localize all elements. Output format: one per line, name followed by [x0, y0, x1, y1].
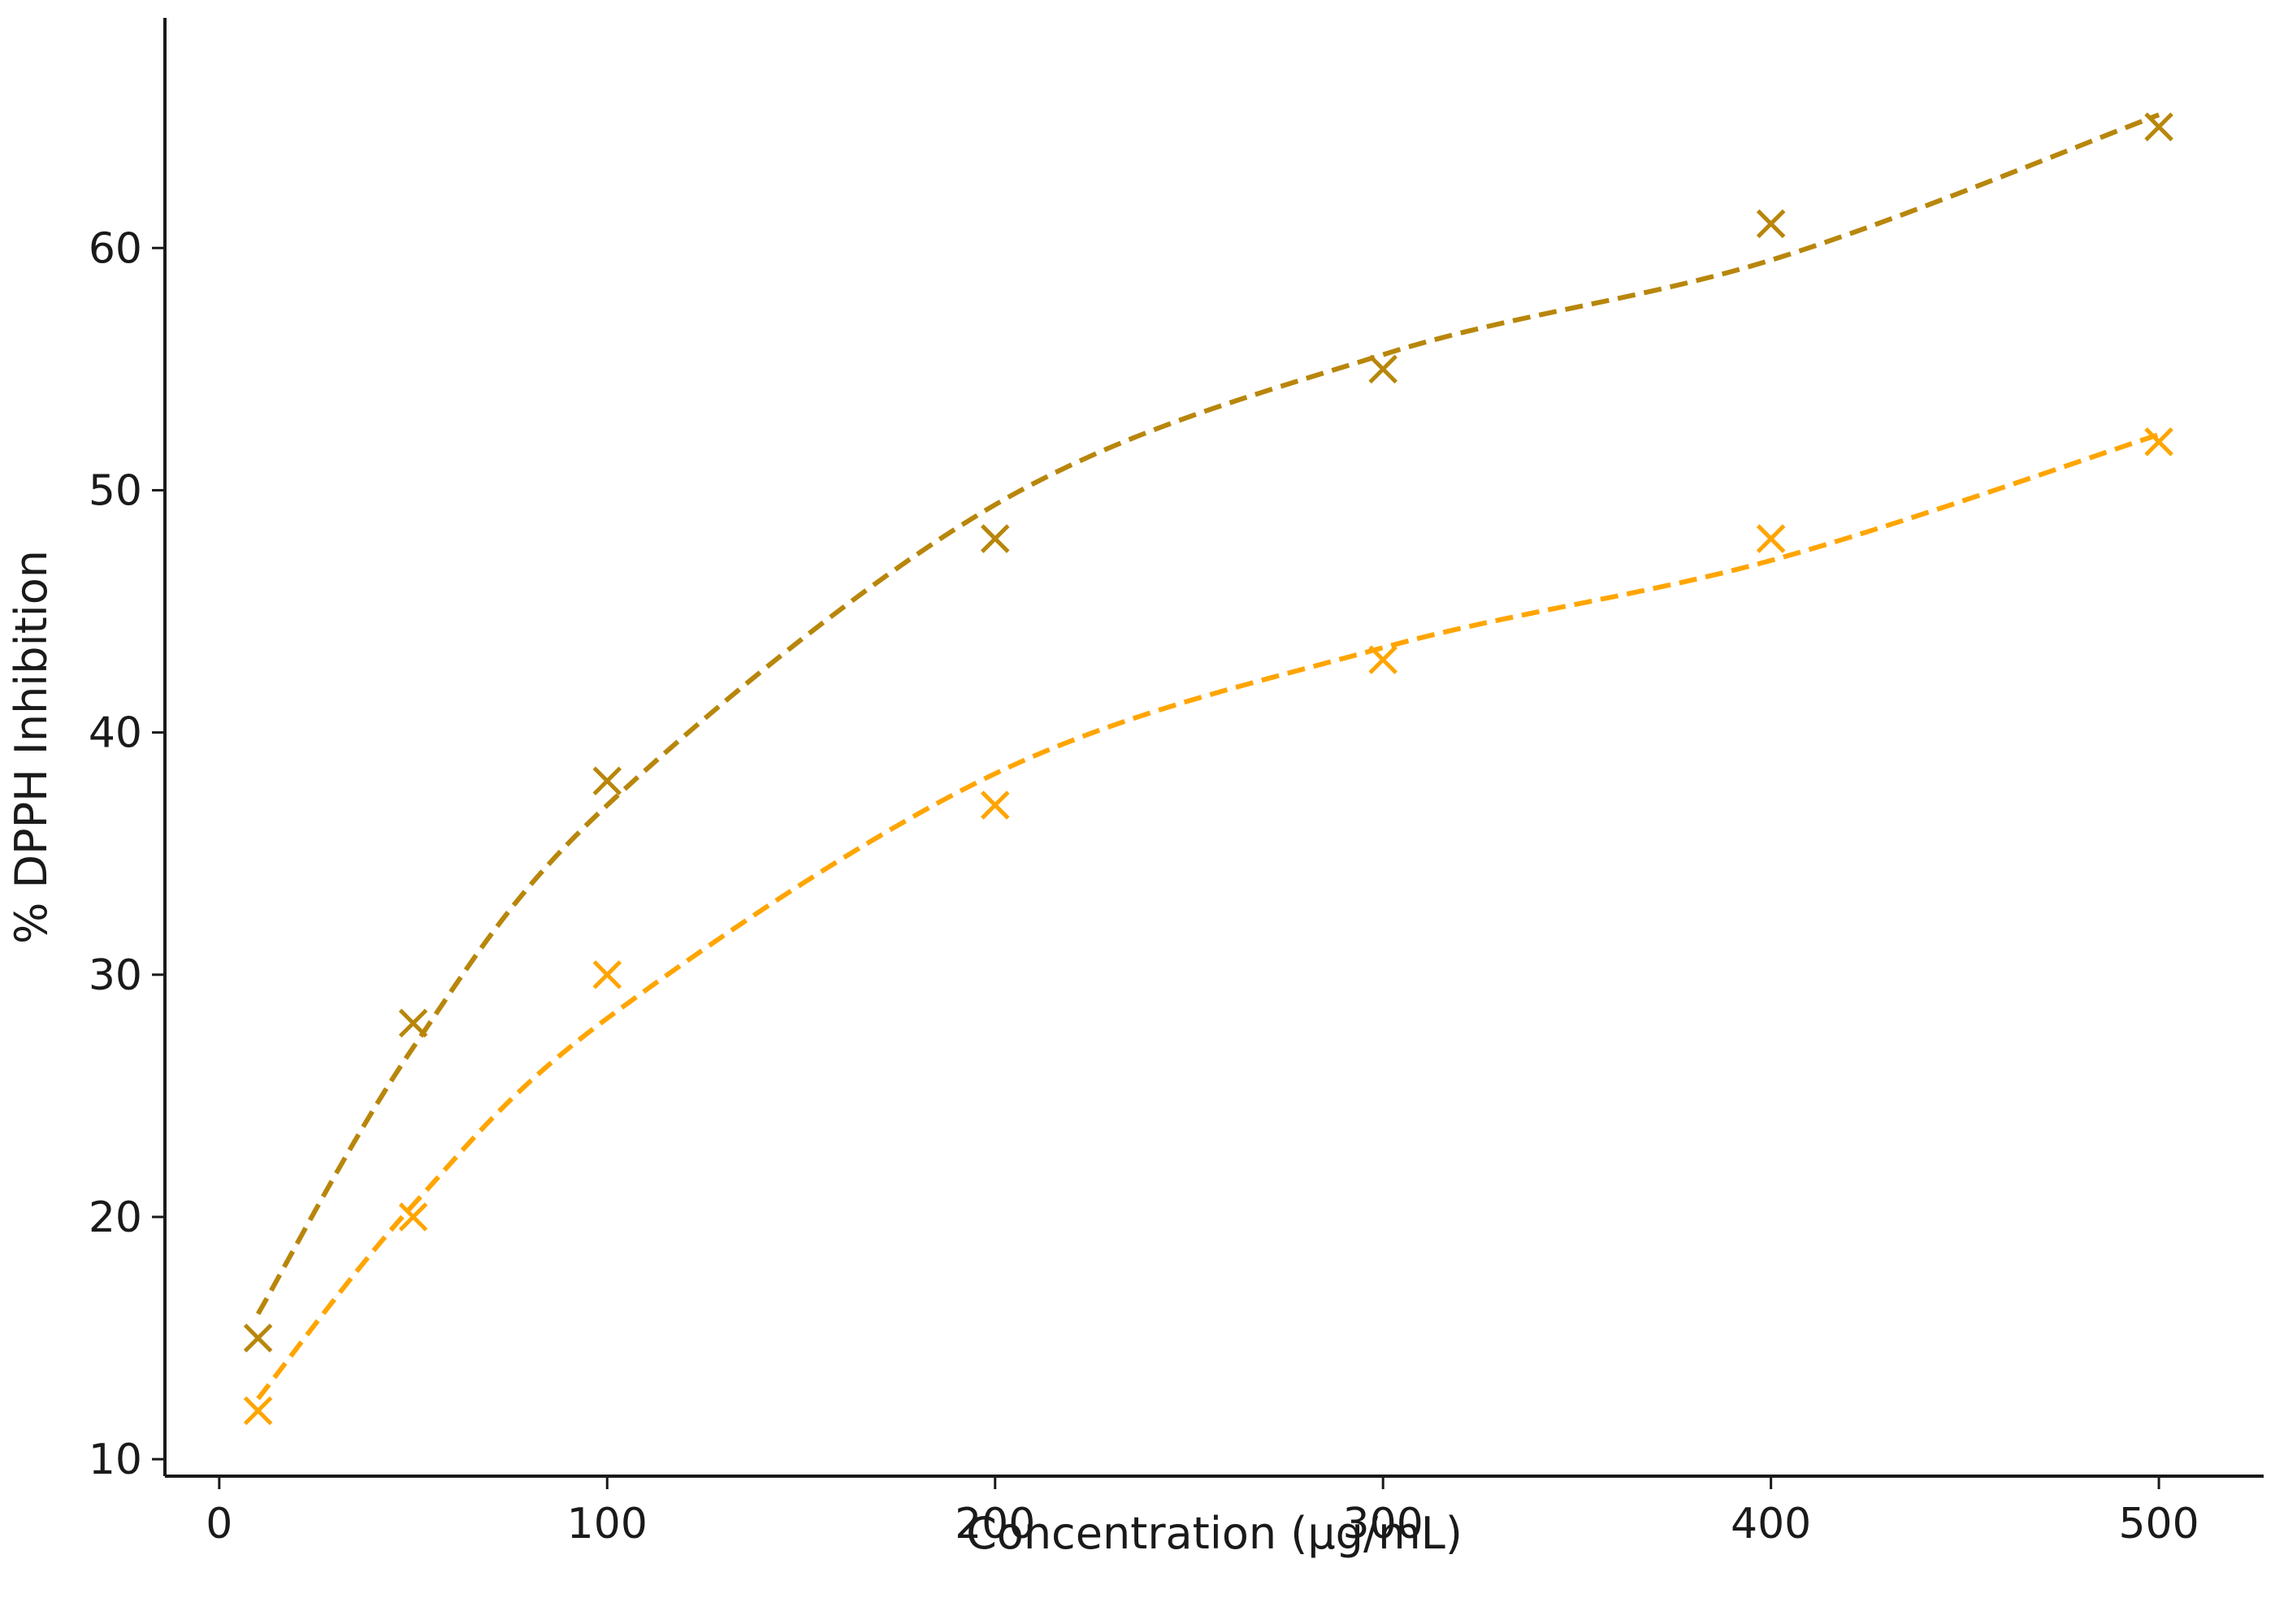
data-point-marker: [592, 960, 622, 990]
data-point-marker: [980, 790, 1010, 820]
x-tick-label: 100: [567, 1500, 648, 1548]
data-point-marker: [243, 1396, 273, 1426]
data-point-marker: [1756, 209, 1786, 239]
series-1: [243, 112, 2173, 1353]
data-point-marker: [1368, 354, 1398, 384]
x-tick-label: 0: [206, 1500, 232, 1548]
data-point-marker: [2144, 427, 2173, 457]
y-tick-label: 30: [89, 951, 142, 1000]
plot-area: [243, 112, 2173, 1426]
axes: [163, 18, 2264, 1478]
y-axis-ticks: 10 20 30 40 50 60: [89, 224, 165, 1484]
data-point-marker: [243, 1323, 273, 1353]
data-point-marker: [1756, 524, 1786, 553]
data-point-marker: [1368, 645, 1398, 674]
series-2-fit-line: [256, 432, 2160, 1401]
x-axis-title: Concentration (µg/mL): [966, 1508, 1462, 1559]
data-point-marker: [592, 766, 622, 796]
series-1-fit-line: [256, 112, 2160, 1315]
data-point-marker: [398, 1008, 428, 1038]
x-tick-label: 200: [955, 1500, 1035, 1548]
y-axis-title: % DPPH Inhibition: [6, 550, 57, 944]
y-tick-label: 10: [89, 1436, 142, 1484]
y-tick-label: 60: [89, 224, 142, 273]
y-tick-label: 20: [89, 1193, 142, 1242]
data-point-marker: [2144, 112, 2173, 141]
data-point-marker: [980, 524, 1010, 553]
y-tick-label: 50: [89, 466, 142, 515]
data-point-marker: [398, 1202, 428, 1232]
series-2: [243, 427, 2173, 1426]
x-axis-ticks: 0 100 200 300 400 500: [206, 1476, 2199, 1548]
y-tick-label: 40: [89, 709, 142, 758]
x-tick-label: 400: [1731, 1500, 1811, 1548]
x-tick-label: 500: [2118, 1500, 2199, 1548]
x-tick-label: 300: [1343, 1500, 1424, 1548]
